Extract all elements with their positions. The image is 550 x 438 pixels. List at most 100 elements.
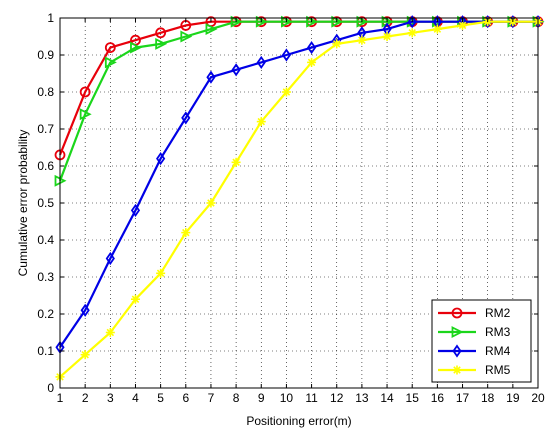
data-point-rm5 <box>458 20 468 30</box>
y-tick-label: 0.2 <box>37 307 54 321</box>
x-tick-label: 1 <box>57 391 64 405</box>
legend-marker-rm4 <box>452 344 462 358</box>
data-point-rm4 <box>231 63 241 77</box>
data-point-rm5 <box>432 24 442 34</box>
data-point-rm5 <box>156 268 166 278</box>
star-stroke <box>182 228 190 237</box>
data-point-rm4 <box>256 55 266 69</box>
legend-entry-rm5: RM5 <box>438 363 511 377</box>
data-point-rm5 <box>256 117 266 127</box>
x-tick-label: 5 <box>157 391 164 405</box>
star-stroke <box>307 58 316 67</box>
data-point-rm5 <box>181 228 191 238</box>
data-point-rm4 <box>407 15 417 29</box>
x-tick-label: 14 <box>380 391 394 405</box>
data-point-rm5 <box>231 157 241 167</box>
x-tick-label: 16 <box>431 391 445 405</box>
star-stroke <box>106 328 115 337</box>
x-tick-label: 19 <box>506 391 520 405</box>
x-axis-title: Positioning error(m) <box>246 414 351 428</box>
data-point-rm5 <box>130 294 140 304</box>
data-point-rm5 <box>382 32 392 41</box>
data-point-rm5 <box>281 87 291 97</box>
data-point-rm3 <box>130 41 142 54</box>
x-tick-label: 3 <box>107 391 114 405</box>
data-point-rm3 <box>180 30 193 43</box>
x-tick-label: 17 <box>456 391 470 405</box>
star-stroke <box>408 29 416 37</box>
data-point-rm3 <box>155 37 168 50</box>
data-point-rm5 <box>105 328 115 337</box>
data-point-rm5 <box>206 198 216 208</box>
tick-marks <box>59 17 539 389</box>
y-tick-label: 0.5 <box>37 196 54 210</box>
star-stroke <box>207 199 215 207</box>
star-stroke <box>383 32 391 41</box>
data-point-rm3 <box>104 56 117 69</box>
legend-label-rm3: RM3 <box>485 325 511 339</box>
y-tick-label: 1 <box>47 11 54 25</box>
star-stroke <box>131 295 140 303</box>
data-point-rm4 <box>80 303 90 317</box>
data-point-rm4 <box>105 251 115 266</box>
x-tick-labels: 1 2 3 4 5 6 7 8 9 10 11 12 13 14 15 16 17 18 19 20 <box>57 391 545 405</box>
legend-entry-rm4: RM4 <box>438 344 511 358</box>
legend-entry-rm2: RM2 <box>438 306 511 320</box>
star-stroke <box>332 40 341 48</box>
data-point-rm4 <box>206 70 216 84</box>
data-point-rm5 <box>307 57 317 67</box>
y-axis-title: Cumulative error probability <box>16 130 30 277</box>
star-stroke <box>453 366 461 374</box>
data-point-rm5 <box>332 39 342 49</box>
y-tick-label: 0.9 <box>37 48 54 62</box>
legend-label-rm2: RM2 <box>485 306 511 320</box>
data-point-rm4 <box>181 111 191 125</box>
x-tick-label: 20 <box>531 391 545 405</box>
x-tick-label: 9 <box>258 391 265 405</box>
y-tick-label: 0.1 <box>37 344 54 358</box>
star-stroke <box>156 269 165 278</box>
star-stroke <box>232 158 240 167</box>
y-tick-label: 0.3 <box>37 270 54 284</box>
star-stroke <box>282 88 291 96</box>
data-point-rm4 <box>306 41 317 55</box>
legend-marker-rm3 <box>451 326 464 338</box>
x-tick-label: 15 <box>406 391 420 405</box>
star-stroke <box>81 350 89 359</box>
data-point-rm3 <box>205 23 218 36</box>
x-tick-label: 2 <box>82 391 89 405</box>
data-point-rm5 <box>80 350 90 360</box>
star-stroke <box>433 25 442 33</box>
data-point-rm2 <box>79 86 91 98</box>
star-stroke <box>257 117 266 126</box>
y-tick-label: 0.6 <box>37 159 54 173</box>
star-stroke <box>358 36 366 44</box>
x-tick-label: 12 <box>330 391 344 405</box>
x-tick-label: 10 <box>280 391 294 405</box>
legend-marker-rm5 <box>452 365 462 375</box>
y-tick-label: 0.4 <box>37 233 54 247</box>
y-tick-labels: 0 0.1 0.2 0.3 0.4 0.5 0.6 0.7 0.8 0.9 1 <box>37 11 54 395</box>
series-layer <box>54 15 545 382</box>
data-point-rm5 <box>357 35 367 45</box>
data-point-rm2 <box>155 27 167 39</box>
data-point-rm2 <box>104 42 116 53</box>
x-tick-label: 7 <box>208 391 215 405</box>
legend-label-rm4: RM4 <box>485 344 511 358</box>
data-point-rm4 <box>281 48 292 62</box>
legend-label-rm5: RM5 <box>485 363 511 377</box>
x-tick-label: 8 <box>233 391 240 405</box>
series-rm5 <box>55 17 543 382</box>
x-tick-label: 13 <box>355 391 369 405</box>
y-tick-label: 0 <box>47 381 54 395</box>
data-point-rm3 <box>79 108 92 121</box>
y-tick-label: 0.8 <box>37 85 54 99</box>
legend-entry-rm3: RM3 <box>438 325 511 339</box>
data-point-rm4 <box>156 152 166 166</box>
x-tick-label: 11 <box>305 391 318 405</box>
data-point-rm5 <box>407 28 417 38</box>
star-stroke <box>458 21 467 30</box>
y-tick-label: 0.7 <box>37 122 54 136</box>
legend: RM2 RM3 RM4 RM5 <box>431 299 532 383</box>
